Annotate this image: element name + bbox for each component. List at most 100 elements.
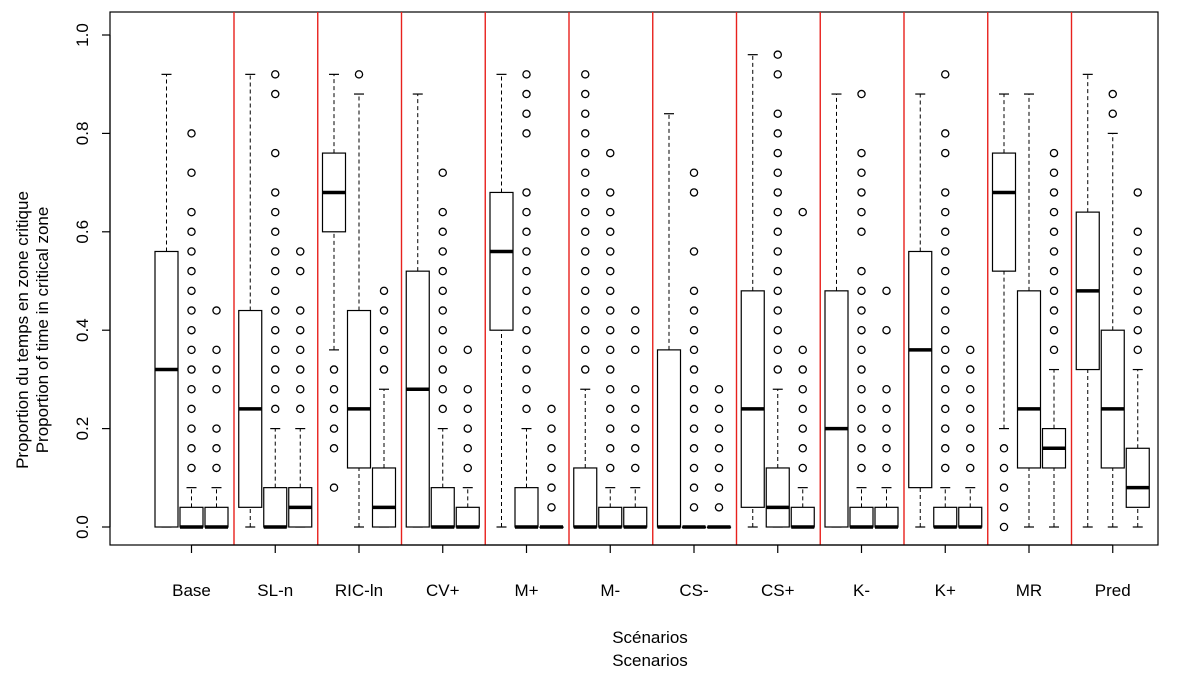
outlier-point (522, 188, 531, 197)
box (849, 89, 874, 529)
box (321, 73, 347, 492)
outlier-point (187, 365, 196, 374)
outlier-point (270, 247, 280, 256)
outlier-point (941, 345, 950, 355)
outlier-point (606, 306, 615, 315)
outlier-point (606, 424, 615, 433)
outlier-point (689, 168, 699, 178)
outlier-point (714, 444, 724, 453)
outlier-point (581, 70, 590, 79)
outlier-point (689, 345, 699, 355)
box (1075, 73, 1100, 528)
outlier-point (187, 424, 196, 433)
outlier-point (882, 404, 891, 414)
outlier-point (857, 424, 866, 433)
x-axis: Base SL-n RIC-ln CV+ M+ M- CS- CS+ K- K+ MR Pred (172, 544, 1131, 600)
outlier-point (187, 404, 196, 414)
box-body (874, 506, 899, 528)
box (405, 93, 430, 528)
outlier-point (187, 266, 196, 276)
outlier-point (1049, 227, 1059, 237)
outlier-point (463, 444, 472, 453)
outlier-point (270, 207, 280, 217)
outlier-point (581, 306, 590, 315)
box-body (405, 270, 430, 528)
outlier-point (689, 404, 699, 414)
outlier-point (522, 227, 531, 237)
outlier-point (522, 129, 531, 138)
outlier-point (438, 247, 447, 256)
outlier-point (379, 325, 389, 335)
outlier-point (581, 227, 590, 237)
box-group-base (154, 73, 229, 529)
outlier-point (631, 345, 640, 355)
box (539, 404, 564, 529)
outlier-point (714, 463, 724, 473)
outlier-point (270, 325, 280, 335)
outlier-point (941, 247, 950, 256)
outlier-point (966, 444, 975, 453)
outlier-point (438, 404, 447, 414)
outlier-point (773, 227, 783, 237)
outlier-point (295, 306, 305, 315)
outlier-point (270, 148, 280, 158)
box-body (908, 250, 933, 489)
outlier-point (606, 325, 615, 335)
outlier-point (581, 207, 590, 217)
outlier-point (999, 503, 1009, 512)
outlier-point (773, 129, 783, 138)
outlier-point (857, 148, 866, 158)
outlier-point (522, 70, 531, 79)
outlier-point (187, 345, 196, 355)
outlier-point (606, 365, 615, 374)
outlier-point (606, 266, 615, 276)
outlier-point (941, 266, 950, 276)
box-body (991, 152, 1017, 272)
outlier-point (798, 365, 808, 374)
box-group-ric-ln (321, 70, 397, 528)
outlier-point (773, 365, 783, 374)
outlier-point (522, 286, 531, 296)
outlier-point (857, 345, 866, 355)
box (790, 207, 815, 529)
outlier-point (1049, 325, 1059, 335)
outlier-point (187, 129, 196, 138)
outlier-point (581, 345, 590, 355)
outlier-point (857, 207, 866, 217)
outlier-point (463, 345, 472, 355)
outlier-point (212, 384, 221, 394)
outlier-point (714, 483, 724, 492)
outlier-point (606, 444, 615, 453)
box (1016, 93, 1042, 528)
outlier-point (295, 384, 305, 394)
box-body (371, 467, 397, 528)
outlier-point (773, 148, 783, 158)
x-tick-label: Base (172, 581, 211, 600)
outlier-point (714, 424, 724, 433)
outlier-point (999, 463, 1009, 473)
box (765, 50, 790, 528)
outlier-point (773, 109, 783, 118)
outlier-point (522, 207, 531, 217)
outlier-point (941, 129, 950, 138)
outlier-point (941, 286, 950, 296)
outlier-point (438, 227, 447, 237)
box-body (598, 506, 623, 528)
outlier-point (714, 384, 724, 394)
box-group-k- (824, 89, 899, 529)
outlier-point (438, 168, 447, 178)
outlier-point (773, 168, 783, 178)
box-body (1125, 447, 1150, 508)
outlier-point (295, 404, 305, 414)
outlier-point (438, 207, 447, 217)
outlier-point (522, 365, 531, 374)
outlier-point (1133, 266, 1143, 276)
outlier-point (1133, 227, 1143, 237)
outlier-point (270, 188, 280, 197)
outlier-point (1133, 325, 1143, 335)
outlier-point (941, 227, 950, 237)
box (288, 247, 313, 528)
box (573, 70, 598, 529)
outlier-point (773, 188, 783, 197)
box (238, 73, 263, 528)
